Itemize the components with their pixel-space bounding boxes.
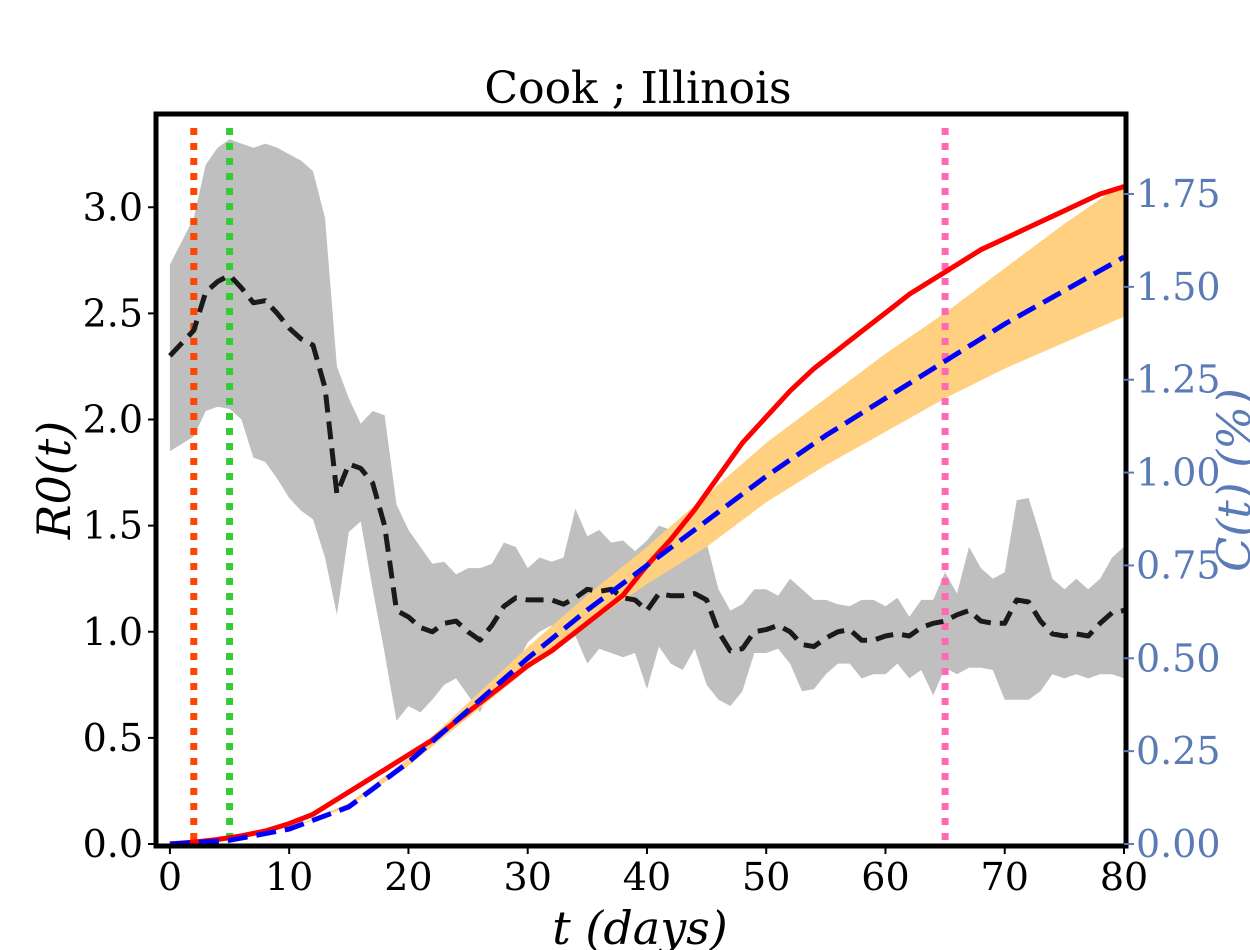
y-right-tick-label: 0.50 [1136,636,1221,680]
y-right-tick-label: 0.75 [1136,543,1221,587]
x-tick-label: 60 [861,855,909,899]
fit-cumulative-line [169,254,1126,847]
y-left-tick-label: 3.0 [83,185,143,229]
chart-title: Cook ; Illinois [484,63,791,114]
y-right-tick-label: 0.00 [1136,822,1221,866]
r0-band-layer [169,139,1124,721]
y-axis-label-right: C(t) (%) [1207,388,1250,572]
y-right-tick-label: 1.00 [1136,451,1221,495]
y-left-tick-label: 1.5 [83,504,143,548]
r0-confidence-band [169,139,1124,721]
y-right-tick-label: 1.75 [1136,172,1221,216]
x-tick-label: 80 [1100,855,1148,899]
y-left-tick-label: 1.0 [83,610,143,654]
y-right-tick-label: 1.25 [1136,358,1221,402]
y-ticks-right: 0.00 0.25 0.50 0.75 1.00 1.25 1.50 1.75 [1124,172,1221,866]
y-axis-label-left: R0(t) [27,421,81,540]
x-tick-label: 40 [623,855,671,899]
x-tick-label: 20 [384,855,432,899]
r0-mean-layer [168,272,1125,654]
y-ticks-left: 0.0 0.5 1.0 1.5 2.0 2.5 3.0 [83,185,158,866]
x-tick-label: 50 [742,855,790,899]
y-left-tick-label: 2.5 [83,291,143,335]
x-tick-label: 10 [265,855,313,899]
y-left-tick-label: 2.0 [83,398,143,442]
y-left-tick-label: 0.5 [83,716,143,760]
r0-mean-line [168,272,1125,654]
fit-layer [169,254,1126,847]
y-left-tick-label: 0.0 [83,822,143,866]
x-axis-label: t (days) [552,901,727,950]
x-tick-label: 30 [504,855,552,899]
x-ticks: 0 10 20 30 40 50 60 70 80 [158,844,1148,899]
y-right-tick-label: 0.25 [1136,729,1221,773]
x-tick-label: 0 [158,855,182,899]
y-right-tick-label: 1.50 [1136,265,1221,309]
x-tick-label: 70 [981,855,1029,899]
